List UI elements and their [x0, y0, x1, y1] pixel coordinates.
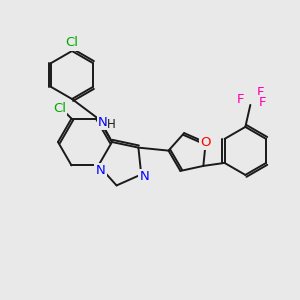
- Text: Cl: Cl: [65, 37, 79, 50]
- Text: F: F: [237, 93, 244, 106]
- Text: O: O: [200, 136, 211, 149]
- Text: N: N: [96, 164, 105, 177]
- Text: N: N: [98, 116, 108, 128]
- Text: N: N: [140, 170, 149, 183]
- Text: F: F: [259, 96, 266, 110]
- Text: F: F: [256, 86, 264, 99]
- Text: H: H: [106, 118, 116, 130]
- Text: Cl: Cl: [53, 102, 66, 115]
